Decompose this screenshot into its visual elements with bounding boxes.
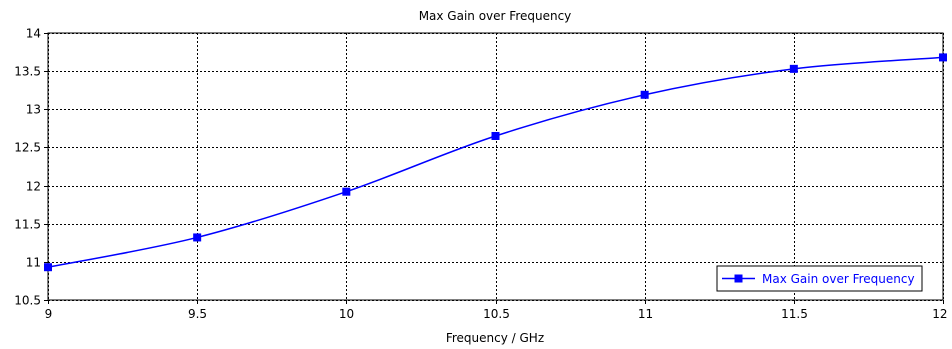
legend-marker (734, 274, 743, 283)
y-tick-label: 14 (26, 27, 41, 41)
x-tick-label: 11.5 (781, 307, 808, 321)
data-point-marker (789, 64, 798, 73)
y-tick-label: 13.5 (14, 65, 41, 79)
data-point-marker (342, 187, 351, 196)
y-tick-label: 10.5 (14, 294, 41, 308)
y-tick-label: 13 (26, 103, 41, 117)
x-tick-label: 12 (932, 307, 947, 321)
data-point-marker (939, 53, 947, 62)
plot-area (47, 32, 944, 301)
x-tick-label: 9.5 (188, 307, 207, 321)
y-tick-label: 12 (26, 180, 41, 194)
x-tick-label: 10 (339, 307, 354, 321)
y-tick-label: 11 (26, 256, 41, 270)
x-axis-label: Frequency / GHz (446, 331, 544, 345)
axis-ticks: 9 9.5 10 10.5 11 11.5 12 10.5 11 11.5 12 12.5 13 13.5… (14, 27, 947, 322)
legend: Max Gain over Frequency (716, 265, 923, 292)
y-tick-label: 11.5 (14, 218, 41, 232)
x-tick-label: 10.5 (483, 307, 510, 321)
series-line (47, 56, 944, 268)
data-point-marker (44, 263, 52, 272)
x-tick-label: 11 (638, 307, 653, 321)
y-tick-label: 12.5 (14, 141, 41, 155)
x-tick-label: 9 (45, 307, 53, 321)
data-point-marker (491, 131, 500, 140)
chart-title: Max Gain over Frequency (419, 9, 572, 23)
series-layer (44, 53, 947, 272)
grid (48, 33, 944, 301)
data-point-marker (640, 90, 649, 99)
data-point-marker (193, 233, 202, 242)
legend-label: Max Gain over Frequency (762, 272, 915, 286)
